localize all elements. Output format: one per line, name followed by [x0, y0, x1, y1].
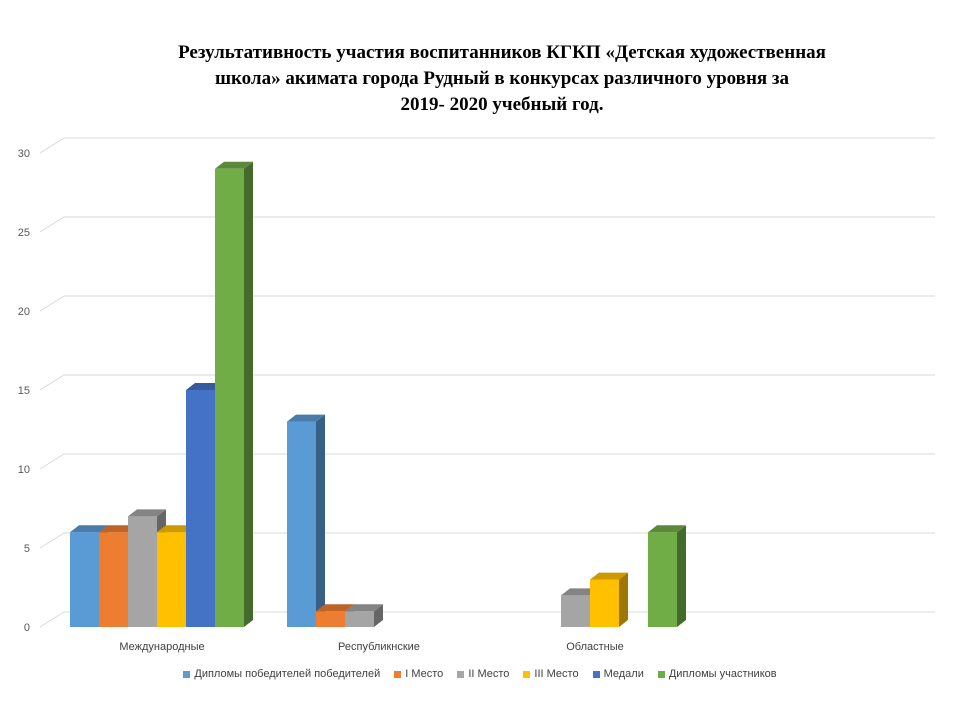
bar-top — [561, 588, 599, 596]
y-tick-label: 10 — [18, 464, 30, 476]
chart-title: Результативность участия воспитанников К… — [0, 40, 960, 118]
bar — [215, 168, 244, 628]
bar-side — [374, 604, 383, 627]
chart-title-line: Результативность участия воспитанников К… — [178, 42, 826, 63]
y-tick-label: 20 — [18, 306, 30, 318]
chart-legend: Дипломы победителей победителей I Место II… — [0, 668, 960, 680]
chart-title-line: 2019- 2020 учебный год. — [400, 94, 604, 115]
bar — [128, 516, 157, 627]
gridline-depth — [39, 453, 65, 470]
bar — [99, 532, 128, 627]
legend-label: II Место — [468, 668, 510, 680]
y-tick-label: 25 — [18, 227, 30, 239]
gridline-depth — [39, 532, 65, 549]
y-tick-label: 0 — [24, 622, 30, 634]
bar — [186, 390, 215, 627]
legend-label: Медали — [603, 668, 644, 680]
bar-top — [590, 572, 628, 580]
legend-item: III Место — [523, 668, 579, 680]
gridline-depth — [39, 137, 65, 154]
legend-swatch — [183, 670, 191, 678]
y-tick-label: 5 — [24, 543, 30, 555]
bar — [70, 532, 99, 627]
legend-label: III Место — [534, 668, 579, 680]
bar — [287, 421, 316, 627]
chart-title-line: школа» акимата города Рудный в конкурсах… — [214, 68, 790, 89]
legend-label: Дипломы участников — [668, 668, 777, 680]
bar-top — [128, 509, 166, 517]
legend-label: Дипломы победителей победителей — [194, 668, 381, 680]
legend-label: I Место — [405, 668, 444, 680]
legend-swatch — [657, 670, 665, 678]
gridline-depth — [39, 374, 65, 391]
bar — [345, 611, 374, 627]
legend-item: Дипломы участников — [657, 668, 777, 680]
legend-item: Медали — [592, 668, 644, 680]
legend-swatch — [523, 670, 531, 678]
bar — [316, 611, 345, 627]
x-category-label: Международные — [119, 641, 204, 653]
bar-top — [70, 525, 108, 533]
bar — [648, 532, 677, 627]
x-category-label: Республикнские — [338, 641, 420, 653]
bar-side — [677, 525, 686, 627]
legend-item: Дипломы победителей победителей — [183, 668, 380, 680]
bar-top — [99, 525, 137, 533]
bar — [590, 579, 619, 627]
bar — [157, 532, 186, 627]
bar-top — [186, 383, 224, 390]
bar-side — [244, 161, 253, 628]
legend-swatch — [457, 670, 465, 678]
gridline-depth — [39, 611, 65, 628]
bar — [561, 595, 590, 627]
bar-top — [648, 525, 686, 533]
bar-top — [316, 604, 354, 612]
bar-top — [287, 414, 325, 422]
legend-swatch — [394, 670, 402, 678]
y-tick-label: 30 — [18, 148, 30, 160]
y-tick-label: 15 — [18, 385, 30, 397]
gridline-depth — [39, 295, 65, 312]
legend-swatch — [592, 670, 600, 678]
x-category-label: Областные — [566, 641, 624, 653]
bar-top — [345, 604, 383, 612]
bar-top — [157, 525, 195, 533]
legend-item: II Место — [457, 668, 509, 680]
gridline-depth — [39, 216, 65, 233]
bar-side — [316, 414, 325, 627]
legend-item: I Место — [394, 668, 443, 680]
bar-top — [215, 161, 253, 169]
bar-side — [619, 572, 628, 627]
